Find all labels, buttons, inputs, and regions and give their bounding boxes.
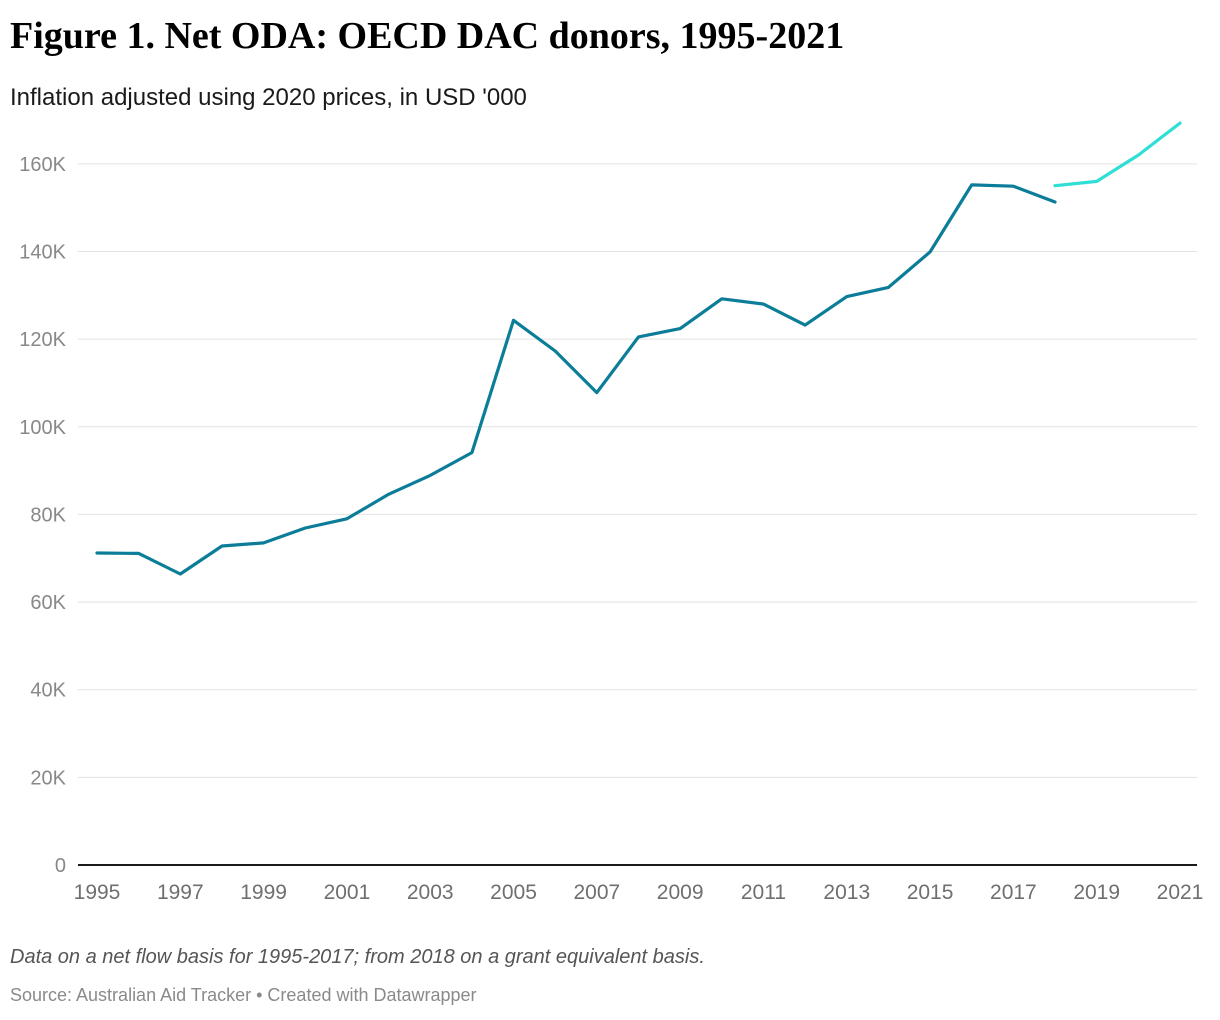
x-tick-label: 2013	[823, 881, 870, 904]
x-tick-label: 2007	[573, 881, 620, 904]
x-tick-label: 2001	[324, 881, 371, 904]
series-line-2	[1053, 121, 1182, 188]
gridlines	[78, 163, 1197, 778]
chart-note: Data on a net flow basis for 1995-2017; …	[10, 946, 705, 968]
y-tick-label: 160K	[19, 154, 66, 176]
y-tick-label: 40K	[30, 680, 66, 702]
y-tick-label: 100K	[19, 417, 66, 439]
x-tick-label: 2011	[741, 881, 786, 904]
x-axis-tick-labels: 1995 1997 1999 2001 2003 2005 2007 2009 2011 2013…	[74, 881, 1204, 904]
y-tick-label: 0	[55, 855, 66, 877]
x-tick-label: 1995	[74, 881, 121, 904]
x-tick-label: 2015	[907, 881, 954, 904]
x-tick-label: 1997	[157, 881, 204, 904]
x-tick-label: 2017	[990, 881, 1037, 904]
x-tick-label: 2009	[657, 881, 704, 904]
x-tick-label: 2019	[1073, 881, 1120, 904]
series-line-1	[95, 183, 1057, 576]
x-tick-label: 1999	[240, 881, 287, 904]
y-tick-label: 80K	[30, 504, 66, 526]
chart-source: Source: Australian Aid Tracker • Created…	[10, 985, 477, 1005]
chart-subtitle: Inflation adjusted using 2020 prices, in…	[10, 84, 527, 111]
y-axis-tick-labels: 0 20K 40K 60K 80K 100K 120K 140K 160K	[19, 154, 66, 877]
x-tick-label: 2003	[407, 881, 454, 904]
x-tick-label: 2005	[490, 881, 537, 904]
chart-title: Figure 1. Net ODA: OECD DAC donors, 1995…	[10, 15, 845, 57]
y-tick-label: 20K	[30, 767, 66, 789]
y-tick-label: 120K	[19, 329, 66, 351]
x-tick-label: 2021	[1157, 881, 1204, 904]
y-tick-label: 140K	[19, 241, 66, 263]
series-lines	[95, 121, 1182, 576]
y-tick-label: 60K	[30, 592, 66, 614]
